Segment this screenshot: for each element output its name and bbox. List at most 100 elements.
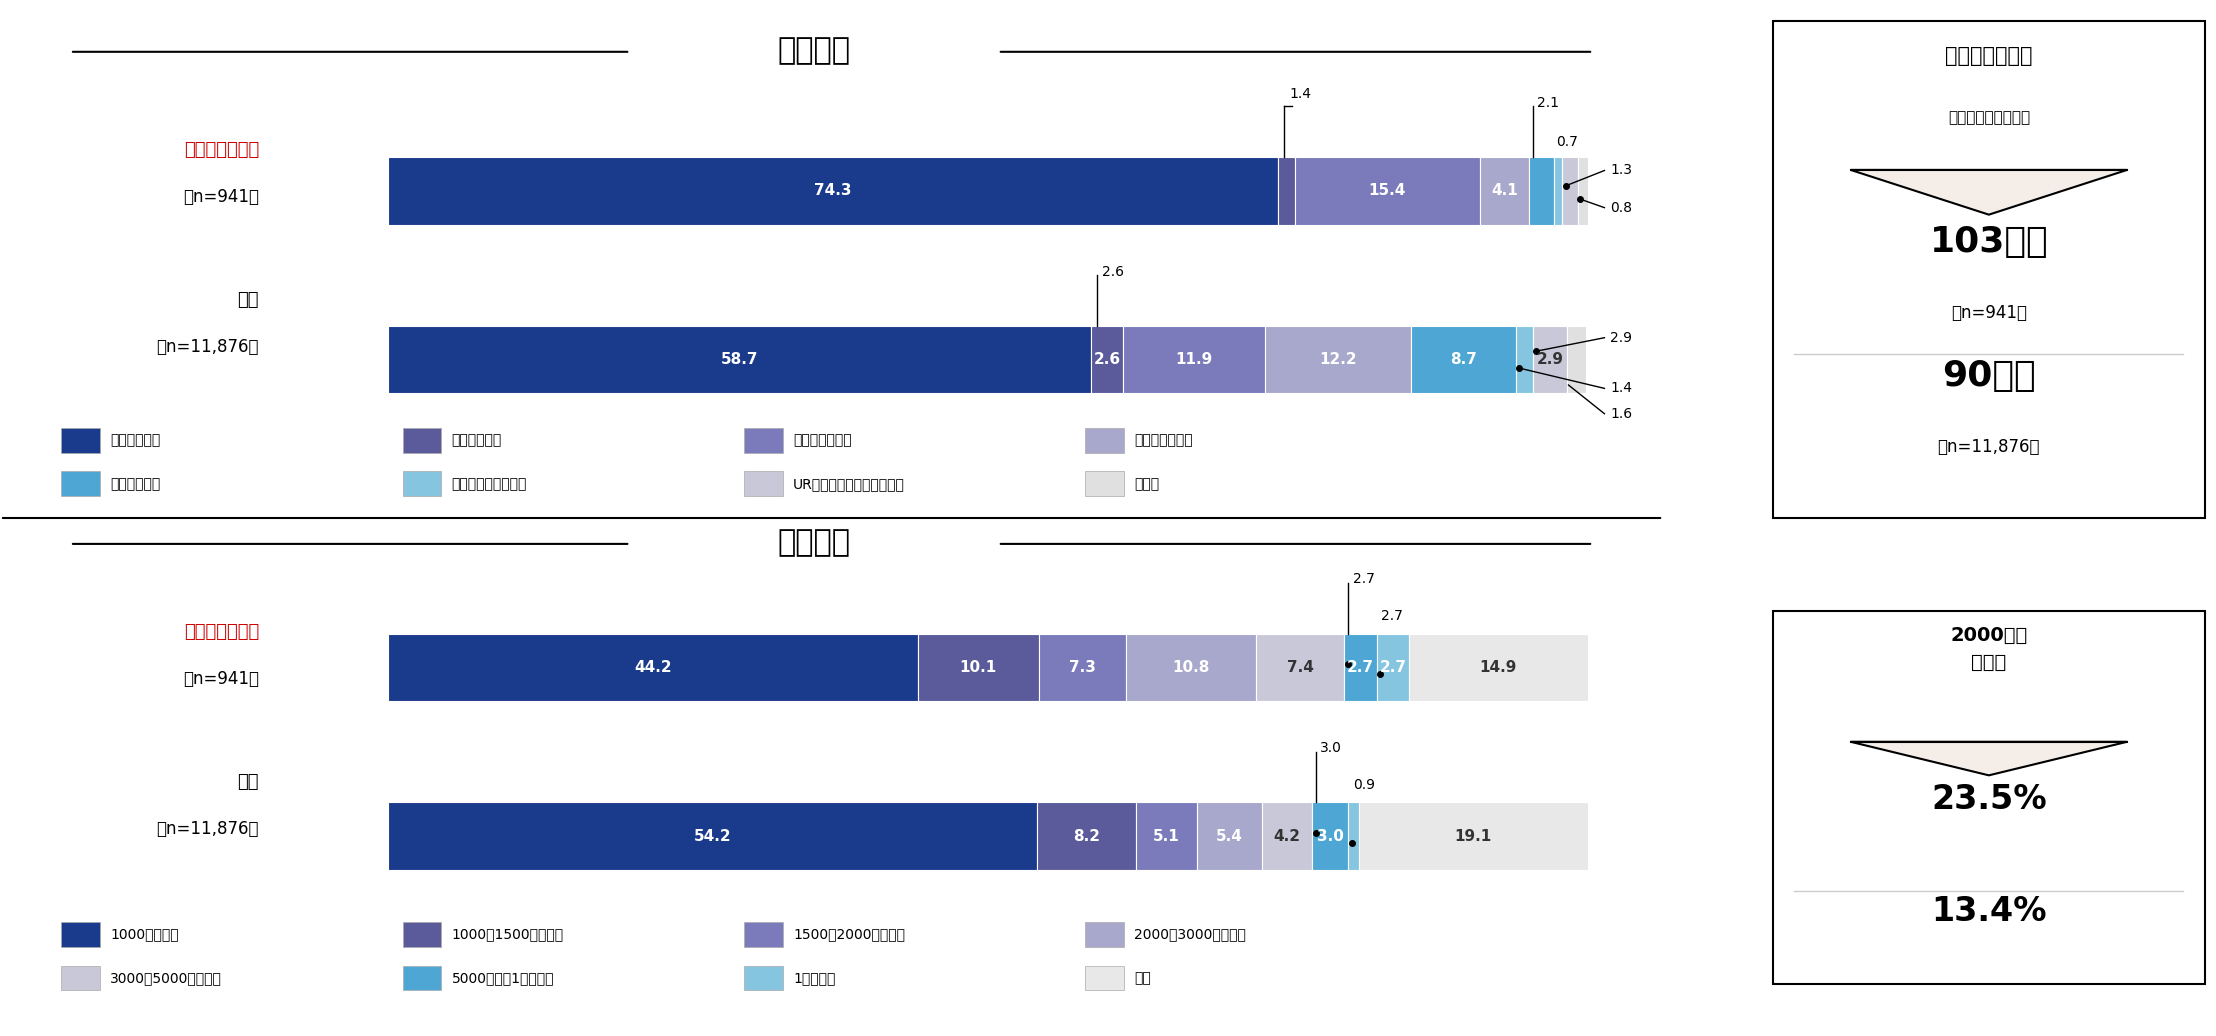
Polygon shape: [1850, 742, 2127, 775]
Text: 賃貸マンション: 賃貸マンション: [1135, 433, 1192, 448]
Text: 一戸建て借家: 一戸建て借家: [452, 433, 501, 448]
Bar: [388, 326, 1092, 394]
Text: 0.8: 0.8: [1611, 201, 1633, 214]
Text: 15.4: 15.4: [1369, 183, 1407, 198]
Text: 10.1: 10.1: [960, 660, 997, 674]
Text: 3.0: 3.0: [1316, 829, 1343, 843]
Text: 5.1: 5.1: [1152, 829, 1179, 843]
Bar: [745, 471, 782, 496]
Text: 2.9: 2.9: [1611, 330, 1633, 345]
Text: 8.7: 8.7: [1449, 352, 1478, 367]
Bar: [62, 922, 100, 947]
Bar: [917, 634, 1039, 701]
Text: ＜n=11,876＞: ＜n=11,876＞: [1937, 438, 2041, 457]
Text: 12.2: 12.2: [1319, 352, 1356, 367]
Bar: [1126, 634, 1256, 701]
Bar: [1256, 634, 1345, 701]
Bar: [62, 966, 100, 990]
Text: 54.2: 54.2: [694, 829, 731, 843]
Text: 74.3: 74.3: [813, 183, 851, 198]
Text: 金融資産: 金融資産: [778, 528, 851, 557]
Text: 2.6: 2.6: [1092, 352, 1121, 367]
Bar: [62, 428, 100, 453]
Text: （n=941）: （n=941）: [184, 188, 259, 206]
Bar: [388, 634, 917, 701]
Bar: [1578, 157, 1587, 225]
Bar: [1358, 803, 1587, 870]
Bar: [745, 922, 782, 947]
Text: ＜平均算出の分母＞: ＜平均算出の分母＞: [1948, 110, 2030, 125]
Text: 1.6: 1.6: [1611, 407, 1633, 421]
Text: 2.9: 2.9: [1536, 352, 1564, 367]
Text: 1.4: 1.4: [1611, 381, 1633, 396]
Bar: [1376, 634, 1409, 701]
Text: 3.0: 3.0: [1321, 741, 1343, 755]
Polygon shape: [1850, 170, 2127, 214]
Bar: [1086, 966, 1124, 990]
Text: 1.4: 1.4: [1290, 87, 1312, 102]
Bar: [388, 157, 1279, 225]
Bar: [62, 471, 100, 496]
Text: 14.9: 14.9: [1480, 660, 1518, 674]
Text: 2000万円
以上計: 2000万円 以上計: [1950, 626, 2028, 671]
Text: 1000〜1500万円未満: 1000〜1500万円未満: [452, 927, 563, 942]
Text: 4.2: 4.2: [1274, 829, 1301, 843]
Bar: [1312, 803, 1347, 870]
Text: 読売新聞購読者: 読売新聞購読者: [184, 623, 259, 641]
Text: 2.7: 2.7: [1347, 660, 1374, 674]
Text: なし: なし: [1135, 971, 1150, 985]
Text: 分譲マンション: 分譲マンション: [793, 433, 851, 448]
Bar: [1265, 326, 1412, 394]
Bar: [388, 803, 1037, 870]
Bar: [1294, 157, 1480, 225]
Text: 23.5%: 23.5%: [1930, 783, 2048, 815]
Bar: [1197, 803, 1261, 870]
Text: 0.9: 0.9: [1352, 778, 1374, 793]
Text: 2000〜3000万円未満: 2000〜3000万円未満: [1135, 927, 1245, 942]
Text: 13.4%: 13.4%: [1930, 895, 2048, 927]
Text: 5000万円〜1億円未満: 5000万円〜1億円未満: [452, 971, 554, 985]
Bar: [745, 966, 782, 990]
Text: 0.7: 0.7: [1556, 135, 1578, 148]
Text: 7.4: 7.4: [1287, 660, 1314, 674]
Text: 給与住宅・官公住宅: 給与住宅・官公住宅: [452, 477, 527, 491]
Bar: [1480, 157, 1529, 225]
Bar: [1086, 922, 1124, 947]
Text: 平均延べ床面積: 平均延べ床面積: [1946, 46, 2032, 65]
Bar: [1279, 157, 1294, 225]
Text: 8.2: 8.2: [1073, 829, 1099, 843]
Bar: [1039, 634, 1126, 701]
Text: 103平米: 103平米: [1930, 225, 2048, 259]
Text: （n=11,876）: （n=11,876）: [157, 338, 259, 356]
Text: 1億円以上: 1億円以上: [793, 971, 835, 985]
Bar: [1037, 803, 1137, 870]
Text: ＜n=941＞: ＜n=941＞: [1950, 305, 2028, 322]
Text: （n=11,876）: （n=11,876）: [157, 819, 259, 838]
Bar: [1137, 803, 1197, 870]
Text: 賃貸アパート: 賃貸アパート: [111, 477, 160, 491]
Text: 10.8: 10.8: [1172, 660, 1210, 674]
Bar: [1124, 326, 1265, 394]
Text: その他: その他: [1135, 477, 1159, 491]
Bar: [1533, 326, 1567, 394]
Text: 4.1: 4.1: [1491, 183, 1518, 198]
Bar: [403, 966, 441, 990]
Text: 一戸建て持家: 一戸建て持家: [111, 433, 160, 448]
Bar: [1345, 634, 1376, 701]
Text: 2.1: 2.1: [1538, 95, 1560, 110]
Bar: [1409, 634, 1587, 701]
Bar: [1347, 803, 1358, 870]
Bar: [1529, 157, 1553, 225]
Text: 90平米: 90平米: [1941, 358, 2037, 393]
Bar: [1553, 157, 1562, 225]
Bar: [1086, 428, 1124, 453]
Bar: [1092, 326, 1124, 394]
Bar: [403, 922, 441, 947]
Bar: [403, 428, 441, 453]
Text: 44.2: 44.2: [634, 660, 671, 674]
Text: 読売新聞購読者: 読売新聞購読者: [184, 141, 259, 160]
Text: 7.3: 7.3: [1068, 660, 1097, 674]
Bar: [1412, 326, 1516, 394]
Text: 11.9: 11.9: [1174, 352, 1212, 367]
Text: 住居形態: 住居形態: [778, 36, 851, 65]
